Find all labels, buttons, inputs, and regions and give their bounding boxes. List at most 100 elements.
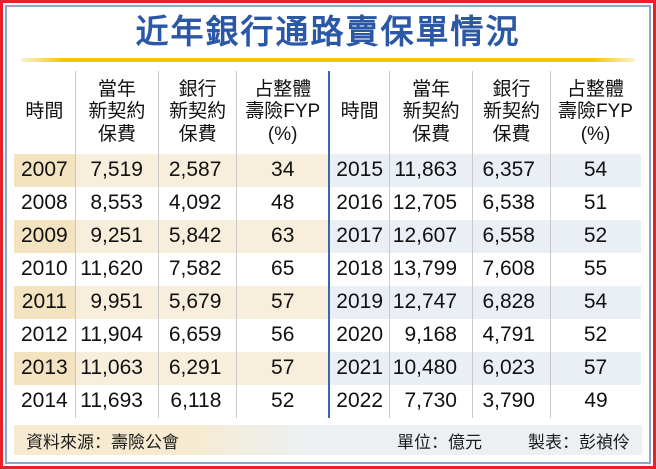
fyp-share-cell: 52 bbox=[583, 323, 608, 347]
table-row: 2018 13,799 7,608 55 bbox=[329, 252, 641, 286]
fyp-share-cell: 63 bbox=[236, 219, 328, 253]
new-premium-cell: 11,063 bbox=[75, 351, 159, 385]
col-header-time: 時間 bbox=[14, 70, 76, 154]
new-premium-cell: 12,607 bbox=[389, 219, 473, 253]
year-cell: 2021 bbox=[329, 351, 391, 385]
new-premium-cell: 11,904 bbox=[75, 318, 159, 352]
title-underline bbox=[21, 57, 635, 62]
col-header-fyp-share: 占整體 壽險FYP (%) bbox=[245, 78, 321, 145]
col-header-time: 時間 bbox=[329, 70, 391, 154]
year-cell: 2016 bbox=[329, 186, 391, 220]
inner-frame: 近年銀行通路賣保單情況 時間 當年 新契約 保費 銀行 新契約 保費 占整體 壽… bbox=[5, 5, 651, 464]
fyp-share-cell: 57 bbox=[236, 351, 328, 385]
table-row: 2015 11,863 6,357 54 bbox=[329, 153, 641, 187]
table-row: 2007 7,519 2,587 34 bbox=[14, 153, 328, 187]
year-cell: 2019 bbox=[329, 285, 391, 319]
year-cell: 2008 bbox=[14, 186, 76, 220]
table-2007-2014: 時間 當年 新契約 保費 銀行 新契約 保費 占整體 壽險FYP (%) 200… bbox=[14, 70, 328, 418]
table-row: 2014 11,693 6,118 52 bbox=[14, 384, 328, 418]
table-row: 2017 12,607 6,558 52 bbox=[329, 219, 641, 253]
footer-bar: 資料來源：壽險公會 單位：億元 製表：彭禎伶 bbox=[14, 425, 642, 455]
new-premium-cell: 9,251 bbox=[75, 219, 159, 253]
new-premium-cell: 11,863 bbox=[389, 153, 473, 187]
year-cell: 2018 bbox=[329, 252, 391, 286]
fyp-share-cell: 49 bbox=[584, 389, 608, 413]
page-title: 近年銀行通路賣保單情況 bbox=[135, 13, 521, 50]
year-cell: 2009 bbox=[14, 219, 76, 253]
year-cell: 2015 bbox=[329, 153, 391, 187]
header-row: 時間 當年 新契約 保費 銀行 新契約 保費 占整體 壽險FYP (%) bbox=[329, 70, 641, 154]
bank-premium-cell: 6,118 bbox=[158, 384, 238, 418]
fyp-share-cell: 65 bbox=[271, 257, 295, 281]
table-row: 2020 9,168 4,791 52 bbox=[329, 318, 641, 352]
year-cell: 2014 bbox=[14, 384, 76, 418]
year-cell: 2012 bbox=[14, 318, 76, 352]
header-row: 時間 當年 新契約 保費 銀行 新契約 保費 占整體 壽險FYP (%) bbox=[14, 70, 328, 154]
year-cell: 2007 bbox=[14, 153, 76, 187]
bank-premium-cell: 4,092 bbox=[158, 186, 238, 220]
year-cell: 2013 bbox=[14, 351, 76, 385]
table-row: 2016 12,705 6,538 51 bbox=[329, 186, 641, 220]
table-row: 2019 12,747 6,828 54 bbox=[329, 285, 641, 319]
bank-premium-cell: 4,791 bbox=[472, 318, 551, 352]
new-premium-cell: 10,480 bbox=[389, 351, 473, 385]
fyp-share-cell: 56 bbox=[271, 323, 295, 347]
fyp-share-cell: 54 bbox=[550, 285, 641, 319]
new-premium-cell: 7,519 bbox=[75, 153, 159, 187]
new-premium-cell: 12,747 bbox=[389, 285, 473, 319]
col-header-new-premium: 當年 新契約 保費 bbox=[389, 70, 473, 154]
fyp-share-cell: 48 bbox=[271, 191, 295, 215]
credit-label: 製表：彭禎伶 bbox=[528, 432, 630, 452]
bank-premium-cell: 6,659 bbox=[158, 318, 238, 352]
unit-label: 單位：億元 bbox=[397, 432, 482, 452]
table-row: 2013 11,063 6,291 57 bbox=[14, 351, 328, 385]
bank-premium-cell: 6,828 bbox=[472, 285, 551, 319]
fyp-share-cell: 54 bbox=[550, 153, 641, 187]
table-row: 2008 8,553 4,092 48 bbox=[14, 186, 328, 220]
year-cell: 2020 bbox=[329, 318, 391, 352]
year-cell: 2017 bbox=[329, 219, 391, 253]
bank-premium-cell: 7,608 bbox=[472, 252, 551, 286]
fyp-share-cell: 57 bbox=[550, 351, 641, 385]
bank-premium-cell: 6,558 bbox=[472, 219, 551, 253]
bank-premium-cell: 5,679 bbox=[158, 285, 238, 319]
col-header-new-premium: 當年 新契約 保費 bbox=[75, 70, 159, 154]
bank-premium-cell: 5,842 bbox=[158, 219, 238, 253]
tables-container: 時間 當年 新契約 保費 銀行 新契約 保費 占整體 壽險FYP (%) 200… bbox=[7, 70, 649, 420]
bank-premium-cell: 3,790 bbox=[472, 384, 551, 418]
fyp-share-cell: 57 bbox=[236, 285, 328, 319]
footer-right-group: 單位：億元 製表：彭禎伶 bbox=[397, 428, 630, 453]
new-premium-cell: 8,553 bbox=[75, 186, 159, 220]
fyp-share-cell: 52 bbox=[271, 389, 295, 413]
new-premium-cell: 7,730 bbox=[389, 384, 473, 418]
new-premium-cell: 9,951 bbox=[75, 285, 159, 319]
year-cell: 2011 bbox=[14, 285, 76, 319]
bank-premium-cell: 2,587 bbox=[158, 153, 238, 187]
new-premium-cell: 11,620 bbox=[75, 252, 159, 286]
fyp-share-cell: 51 bbox=[583, 191, 608, 215]
table-row: 2009 9,251 5,842 63 bbox=[14, 219, 328, 253]
col-header-fyp-share: 占整體 壽險FYP (%) bbox=[558, 78, 633, 145]
table-row: 2021 10,480 6,023 57 bbox=[329, 351, 641, 385]
year-cell: 2010 bbox=[14, 252, 76, 286]
data-source-label: 資料來源：壽險公會 bbox=[26, 432, 179, 452]
table-row: 2011 9,951 5,679 57 bbox=[14, 285, 328, 319]
bank-premium-cell: 7,582 bbox=[158, 252, 238, 286]
new-premium-cell: 13,799 bbox=[389, 252, 473, 286]
bank-premium-cell: 6,023 bbox=[472, 351, 551, 385]
table-2015-2022: 時間 當年 新契約 保費 銀行 新契約 保費 占整體 壽險FYP (%) 201… bbox=[328, 70, 642, 418]
new-premium-cell: 11,693 bbox=[75, 384, 159, 418]
col-header-bank-premium: 銀行 新契約 保費 bbox=[472, 70, 551, 154]
table-row: 2022 7,730 3,790 49 bbox=[329, 384, 641, 418]
fyp-share-cell: 55 bbox=[583, 257, 608, 281]
table-row: 2012 11,904 6,659 56 bbox=[14, 318, 328, 352]
new-premium-cell: 9,168 bbox=[389, 318, 473, 352]
table-row: 2010 11,620 7,582 65 bbox=[14, 252, 328, 286]
col-header-bank-premium: 銀行 新契約 保費 bbox=[158, 70, 238, 154]
fyp-share-cell: 34 bbox=[236, 153, 328, 187]
fyp-share-cell: 52 bbox=[550, 219, 641, 253]
bank-premium-cell: 6,538 bbox=[472, 186, 551, 220]
bank-premium-cell: 6,291 bbox=[158, 351, 238, 385]
bank-premium-cell: 6,357 bbox=[472, 153, 551, 187]
